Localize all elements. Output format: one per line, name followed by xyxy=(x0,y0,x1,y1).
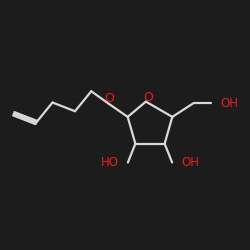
Text: O: O xyxy=(144,90,153,104)
Text: O: O xyxy=(104,92,114,105)
Text: OH: OH xyxy=(182,156,200,169)
Text: OH: OH xyxy=(220,97,238,110)
Text: HO: HO xyxy=(100,156,118,169)
